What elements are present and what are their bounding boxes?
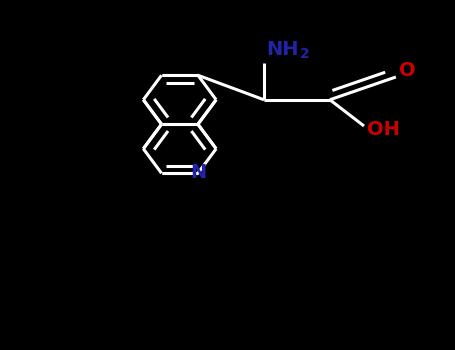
- Text: 2: 2: [300, 47, 310, 61]
- Text: NH: NH: [266, 40, 298, 59]
- Text: N: N: [190, 163, 206, 182]
- Text: O: O: [399, 61, 415, 79]
- Text: OH: OH: [367, 120, 399, 139]
